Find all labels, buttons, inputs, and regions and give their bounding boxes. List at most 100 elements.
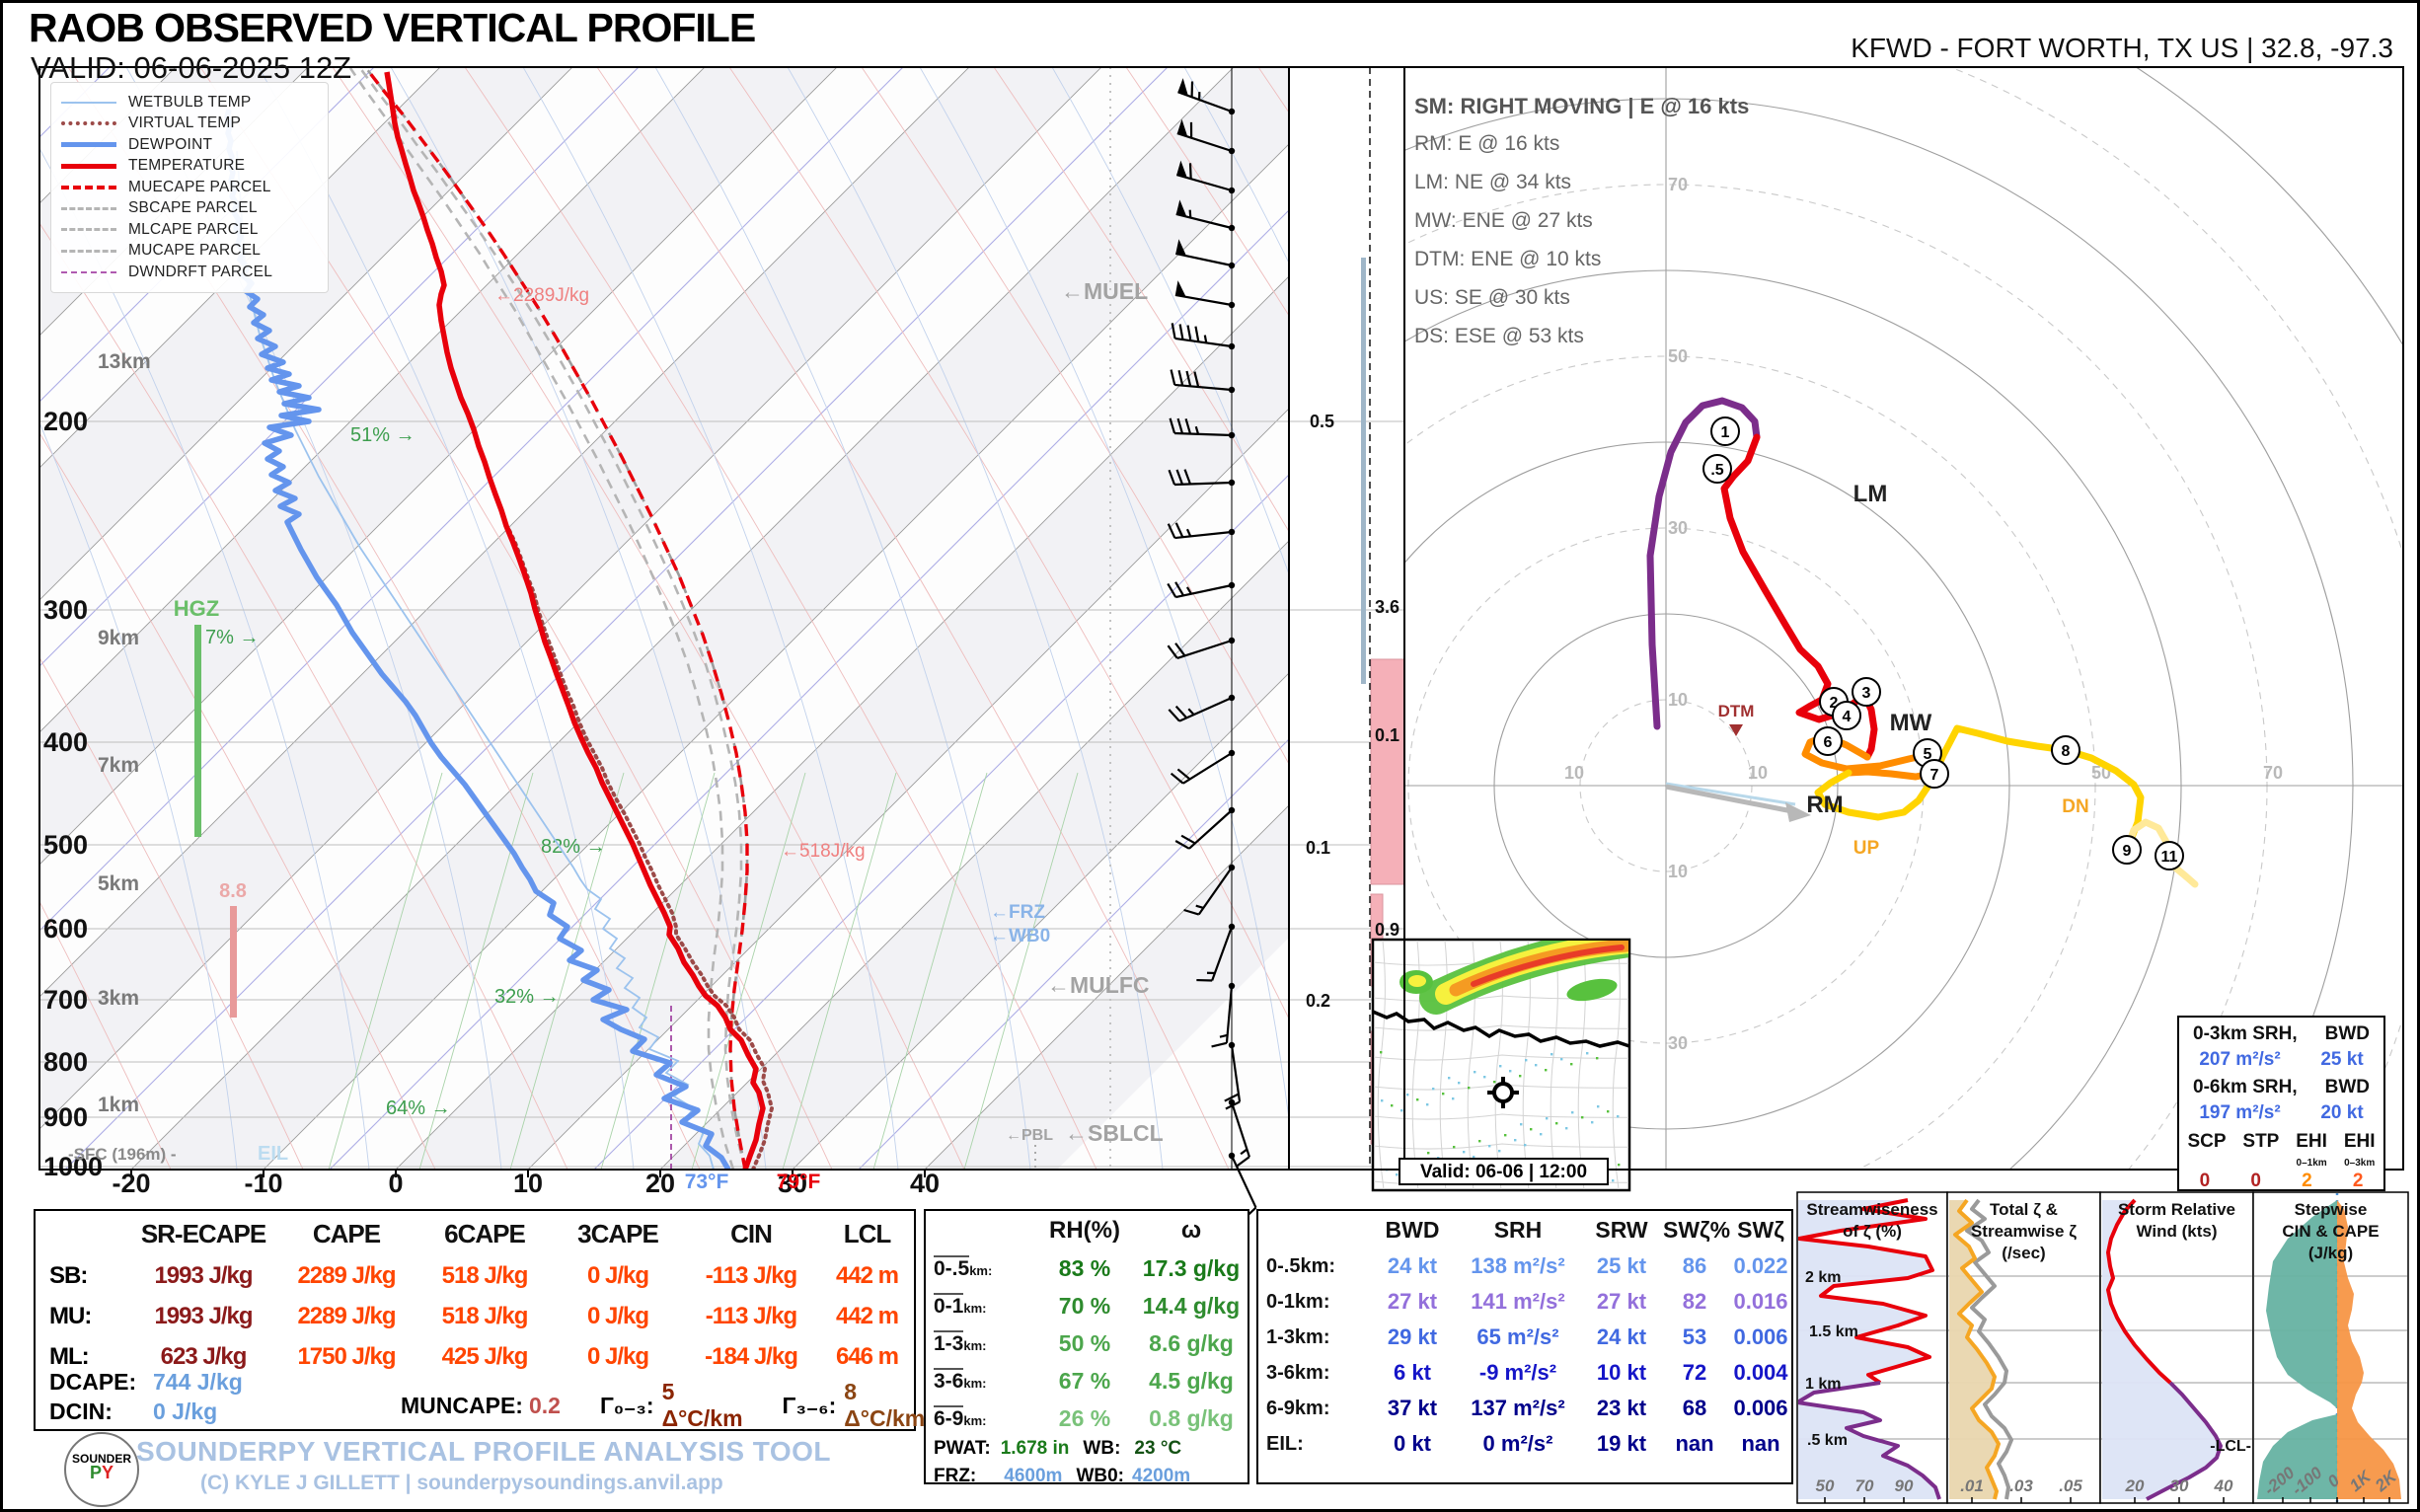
table-row: 0-.5km: 83 % 17.3 g/kg: [934, 1254, 1241, 1281]
legend-item: TEMPERATURE: [61, 156, 318, 178]
radar-map: [1374, 941, 1628, 1189]
lcl-label: -LCL-: [2210, 1438, 2251, 1455]
mini-plot-2: [2101, 1198, 2252, 1501]
svg-text:11: 11: [2161, 849, 2178, 866]
mini-plot-title: Streamwise ζ: [1971, 1222, 2077, 1241]
storm-motion-line: LM: NE @ 34 kts: [1414, 171, 1572, 193]
mini-plot-title: Wind (kts): [2136, 1222, 2217, 1241]
bwd-header: BWD: [2324, 1023, 2370, 1044]
omega-negative-bar: [1361, 258, 1366, 684]
ring-label: 10: [1668, 690, 1688, 710]
surface-temp-label: 79°F: [777, 1171, 821, 1193]
ring-label: 30: [1668, 1033, 1688, 1053]
table-row-ml: ML: 623 J/kg 1750 J/kg 425 J/kg 0 J/kg -…: [49, 1343, 899, 1370]
height-marker: [1832, 701, 1861, 730]
legend-line-sample: [61, 101, 116, 104]
wind-barb: [1175, 239, 1236, 269]
col-header-bwd: BWD: [1385, 1217, 1440, 1243]
hodograph-label-mw: MW: [1890, 710, 1932, 736]
storm-motion-line: RM: E @ 16 kts: [1414, 132, 1560, 155]
valid-time-label: VALID: 06-06-2025 12Z: [31, 50, 352, 85]
wind-barb: [1174, 280, 1236, 309]
col-header-lcl: LCL: [843, 1219, 892, 1248]
level-annotation: ←PBL: [1006, 1127, 1053, 1144]
table-row-sb: SB: 1993 J/kg 2289 J/kg 518 J/kg 0 J/kg …: [49, 1262, 899, 1289]
rh-percent-annotation: 82% →: [541, 836, 606, 858]
footer-copyright: (C) KYLE J GILLETT | sounderpysoundings.…: [200, 1472, 723, 1494]
table-row: 1-3km: 50 % 8.6 g/kg: [934, 1329, 1234, 1356]
storm-motion-text-block: SM: RIGHT MOVING | E @ 16 kts RM: E @ 16…: [1414, 94, 1789, 363]
panel-frames: [38, 66, 2404, 1171]
mini-plot-km-label: 2 km: [1805, 1269, 1841, 1286]
dcin-value: 0 J/kg: [153, 1398, 218, 1424]
wind-barb: [1171, 323, 1236, 350]
frz-value: 4600m: [1004, 1466, 1063, 1486]
col-header-6cape: 6CAPE: [444, 1219, 526, 1248]
skewt-background: [40, 68, 1288, 1169]
wind-barb: [1196, 923, 1236, 982]
mini-plot-tick: 90: [1895, 1476, 1914, 1495]
mini-plot-tick: 30: [2170, 1476, 2189, 1495]
table-row: EIL: 0 kt 0 m²/s² 19 kt nan nan: [1266, 1431, 1780, 1456]
col-header-cape: CAPE: [312, 1219, 381, 1248]
col-header-omega: ω: [1180, 1217, 1202, 1244]
height-marker: [1920, 759, 1949, 789]
level-annotation: ←FRZ: [990, 902, 1045, 923]
stp-header: STP: [2242, 1131, 2280, 1152]
mini-plot-tick: .05: [2059, 1476, 2082, 1495]
svg-text:4: 4: [1843, 709, 1852, 725]
temp-tick-label: -20: [112, 1169, 150, 1198]
x-axis: -20 -10 0 10 20 30 40 73°F 79°F: [112, 1169, 940, 1198]
wind-barb: [1167, 522, 1236, 540]
bwd-0-6-value: 20 kt: [2320, 1102, 2364, 1123]
wind-barb: [1228, 1098, 1250, 1168]
pwat-value: 1.678 in: [1000, 1438, 1070, 1459]
omega-value-label: 3.6: [1375, 597, 1399, 617]
scp-header: SCP: [2187, 1131, 2227, 1152]
legend-item: MUCAPE PARCEL: [61, 241, 318, 263]
srh-0-6-header: 0-6km SRH,: [2193, 1077, 2298, 1097]
level-annotation: ←WB0: [990, 926, 1050, 946]
svg-text:1: 1: [1721, 424, 1730, 441]
rh-percent-annotation: 32% →: [494, 986, 560, 1008]
wind-barb: [1167, 581, 1236, 599]
sfc-label: -SFC (196m) -: [68, 1145, 177, 1164]
radar-inset: [1371, 938, 1631, 1192]
stp-value: 0: [2250, 1171, 2261, 1191]
dtm-marker: [1729, 724, 1743, 736]
mini-plot-tick: 40: [2214, 1476, 2233, 1495]
mini-plot-title: (/sec): [2002, 1244, 2045, 1262]
shear-table: BWD SRH SRW SWζ% SWζ 0-.5km: 24 kt 138 m²/…: [1256, 1209, 1793, 1484]
mini-plot-tick: 20: [2125, 1476, 2145, 1495]
muncape-value: 0.2: [528, 1392, 561, 1418]
col-header-swzpct: SWζ%: [1663, 1217, 1731, 1243]
legend-line-sample: [61, 249, 116, 253]
wind-barb: [1211, 982, 1236, 1048]
col-header-sr-ecape: SR-ECAPE: [140, 1219, 266, 1248]
legend-line-sample: [61, 270, 116, 273]
legend-item: DWNDRFT PARCEL: [61, 262, 318, 283]
mini-plot-title: Storm Relative: [2118, 1200, 2235, 1219]
virtual-temp-line: [505, 524, 775, 1169]
mini-plot-title: Total ζ &: [1990, 1200, 2058, 1219]
bwd-0-3-value: 25 kt: [2320, 1049, 2364, 1070]
wind-barb: [1176, 118, 1236, 155]
wind-barb: [1168, 694, 1236, 722]
legend-label: DEWPOINT: [128, 135, 213, 153]
height-km-label: 5km: [98, 872, 139, 895]
hodograph-trace: [1814, 724, 2145, 854]
ring-label: 10: [1748, 763, 1768, 783]
table-row: 3-6km: 6 kt -9 m²/s² 10 kt 72 0.004: [1266, 1360, 1788, 1385]
height-marker: [1852, 677, 1881, 707]
pressure-label: 500: [43, 830, 88, 860]
wind-barbs: [1167, 67, 1257, 1220]
ring-label: 10: [1564, 763, 1584, 783]
height-marker: [1702, 454, 1732, 484]
rh-omega-table: RH(%) ω 0-.5km: 83 % 17.3 g/kg 0-1km: 70 % 1…: [924, 1209, 1249, 1486]
rm-vector-arrow: [1665, 784, 1798, 815]
storm-motion-line: DS: ESE @ 53 kts: [1414, 325, 1584, 347]
hgz-bar: [194, 625, 201, 837]
page-title: RAOB OBSERVED VERTICAL PROFILE: [29, 5, 756, 50]
col-header-3cape: 3CAPE: [577, 1219, 659, 1248]
srh-0-6-value: 197 m²/s²: [2199, 1102, 2281, 1123]
